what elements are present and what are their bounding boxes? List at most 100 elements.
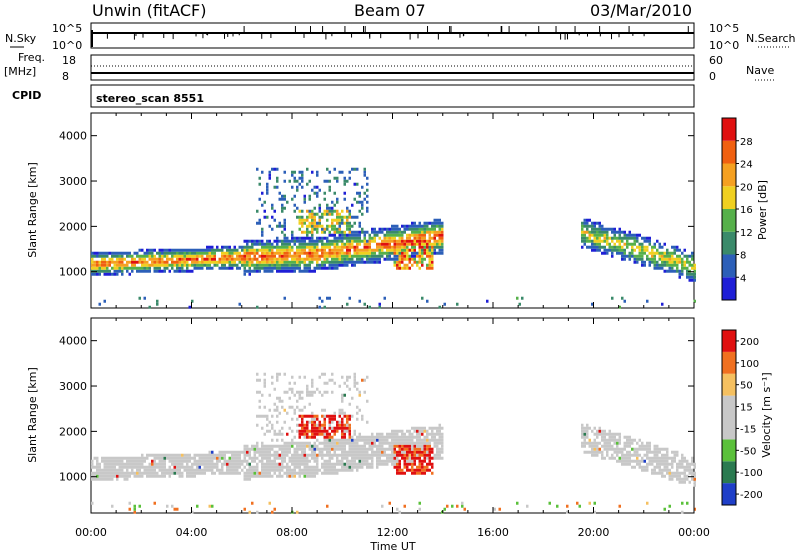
- echo-cell: [376, 260, 379, 264]
- echo-cell: [393, 263, 396, 267]
- echo-cell: [248, 450, 251, 454]
- echo-cell: [583, 435, 586, 439]
- echo-cell: [681, 272, 684, 276]
- echo-cell: [663, 447, 666, 451]
- echo-cell: [261, 444, 264, 448]
- echo-cell: [148, 462, 151, 466]
- echo-cell: [328, 447, 331, 451]
- echo-cell: [338, 221, 341, 225]
- echo-cell: [203, 456, 206, 460]
- echo-cell: [643, 248, 646, 252]
- echo-cell: [313, 245, 316, 249]
- echo-cell: [311, 242, 314, 246]
- echo-cell: [366, 176, 369, 180]
- echo-cell: [416, 432, 419, 436]
- echo-cell: [678, 462, 681, 466]
- nsky-top-tick: 10^5: [52, 22, 82, 35]
- echo-cell: [641, 236, 644, 240]
- echo-cell: [391, 450, 394, 454]
- echo-cell: [96, 471, 99, 475]
- echo-cell: [328, 459, 331, 463]
- echo-cell: [268, 408, 271, 412]
- echo-cell: [311, 227, 314, 231]
- echo-cell: [343, 233, 346, 237]
- echo-cell: [216, 462, 219, 466]
- echo-cell: [646, 239, 649, 243]
- echo-cell: [326, 224, 329, 228]
- echo-cell: [423, 435, 426, 439]
- echo-cell: [271, 414, 274, 418]
- echo-cell: [361, 456, 364, 460]
- echo-cell: [413, 251, 416, 255]
- echo-cell: [293, 239, 296, 243]
- echo-cell: [678, 269, 681, 273]
- echo-cell: [256, 468, 259, 472]
- echo-cell: [256, 209, 259, 213]
- echo-cell: [276, 185, 279, 189]
- echo-cell: [431, 257, 434, 261]
- echo-cell: [691, 254, 694, 258]
- echo-cell: [353, 236, 356, 240]
- echo-cell: [396, 465, 399, 469]
- echo-cell: [596, 239, 599, 243]
- echo-cell: [431, 254, 434, 258]
- echo-cell: [166, 266, 169, 270]
- echo-cell: [218, 453, 221, 457]
- echo-cell: [441, 456, 444, 460]
- echo-cell: [181, 266, 184, 270]
- echo-cell: [678, 275, 681, 279]
- echo-cell: [401, 450, 404, 454]
- echo-cell: [141, 453, 144, 457]
- echo-cell: [361, 251, 364, 255]
- echo-cell: [393, 224, 396, 228]
- echo-cell: [223, 266, 226, 270]
- echo-cell: [331, 417, 334, 421]
- echo-cell: [286, 245, 289, 249]
- echo-cell: [633, 447, 636, 451]
- echo-cell: [321, 224, 324, 228]
- echo-cell: [118, 474, 121, 478]
- echo-cell: [673, 450, 676, 454]
- echo-cell: [263, 444, 266, 448]
- echo-cell: [236, 468, 239, 472]
- echo-cell: [611, 227, 614, 231]
- echo-cell: [321, 251, 324, 255]
- echo-cell: [388, 236, 391, 240]
- echo-cell: [678, 480, 681, 484]
- echo-cell: [288, 426, 291, 430]
- echo-cell: [363, 438, 366, 442]
- echo-cell: [146, 453, 149, 457]
- echo-cell: [358, 444, 361, 448]
- echo-cell: [341, 251, 344, 255]
- echo-cell: [391, 453, 394, 457]
- echo-cell: [406, 224, 409, 228]
- echo-cell: [673, 248, 676, 252]
- echo-cell: [663, 260, 666, 264]
- echo-cell: [283, 227, 286, 231]
- echo-cell: [391, 432, 394, 436]
- echo-cell: [158, 468, 161, 472]
- echo-cell: [343, 450, 346, 454]
- echo-cell: [236, 450, 239, 454]
- echo-cell: [153, 465, 156, 469]
- echo-cell: [271, 266, 274, 270]
- echo-cell: [411, 459, 414, 463]
- echo-cell: [336, 420, 339, 424]
- echo-cell: [583, 236, 586, 240]
- echo-cell: [658, 257, 661, 261]
- echo-cell: [586, 435, 589, 439]
- echo-cell: [693, 269, 696, 273]
- echo-cell: [311, 170, 314, 174]
- echo-cell: [398, 450, 401, 454]
- echo-cell: [276, 239, 279, 243]
- echo-cell: [248, 447, 251, 451]
- echo-cell: [616, 236, 619, 240]
- echo-cell: [91, 462, 94, 466]
- echo-cell: [656, 465, 659, 469]
- echo-cell: [406, 266, 409, 270]
- echo-cell: [303, 266, 306, 270]
- echo-cell: [621, 257, 624, 261]
- echo-cell: [253, 450, 256, 454]
- echo-cell: [596, 435, 599, 439]
